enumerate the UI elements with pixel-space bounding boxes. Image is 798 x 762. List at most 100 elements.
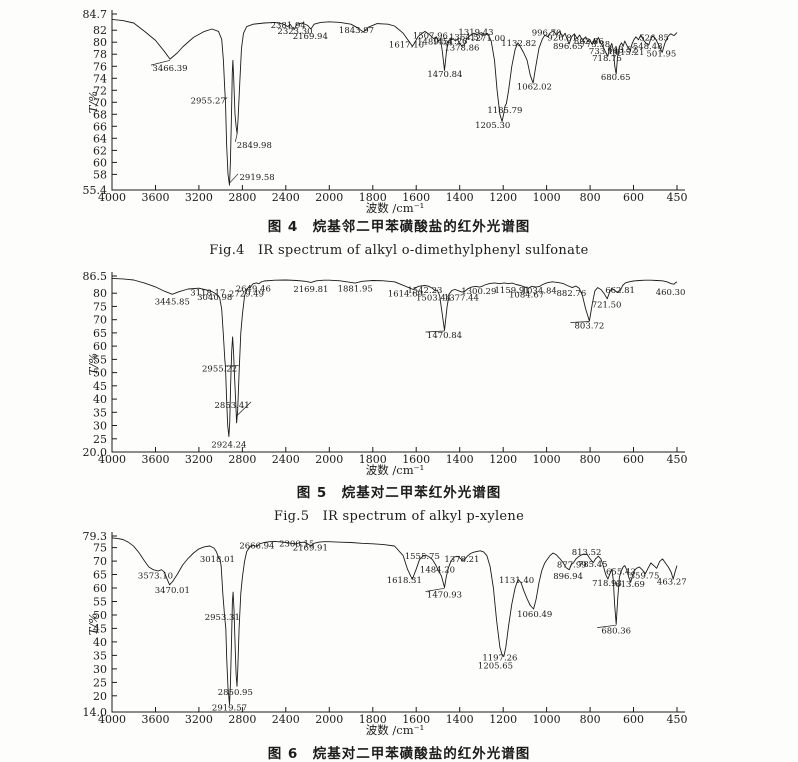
y-tick-label: 25 xyxy=(93,676,107,689)
peak-label: 1843.97 xyxy=(339,26,374,36)
x-tick-label: 3200 xyxy=(185,713,213,726)
peak-label: 2955.22 xyxy=(202,365,237,375)
y-tick-label: 80 xyxy=(93,287,107,300)
peak-label: 1555.75 xyxy=(405,552,440,562)
figure5-caption-en: Fig.5 IR spectrum of alkyl p-xylene xyxy=(0,505,798,524)
figure6-caption-cn: 图 6 烷基对二甲苯磺酸盐的红外光谱图 xyxy=(0,742,798,762)
peak-label: 2849.98 xyxy=(237,141,272,151)
y-axis-title: T/% xyxy=(86,91,100,114)
peak-label: 896.94 xyxy=(553,572,583,582)
x-tick-label: 1200 xyxy=(489,713,517,726)
peak-label: 559.75 xyxy=(630,572,660,582)
peak-label: 882.76 xyxy=(557,289,587,299)
peak-label: 662.81 xyxy=(605,286,635,296)
peak-label: 2850.95 xyxy=(218,688,253,698)
x-tick-label: 1000 xyxy=(533,713,561,726)
y-axis-title: T/% xyxy=(86,353,100,376)
y-tick-label: 60 xyxy=(93,582,107,595)
y-tick-label: 35 xyxy=(93,649,107,662)
y-tick-label: 86.5 xyxy=(83,270,108,283)
peak-label: 2169.94 xyxy=(293,32,328,42)
figure5-caption-cn: 图 5 烷基对二甲苯红外光谱图 xyxy=(0,481,798,501)
y-tick-label: 58 xyxy=(93,168,107,181)
peak-label: 803.72 xyxy=(575,322,605,332)
y-tick-label: 45 xyxy=(93,380,107,393)
y-tick-label: 70 xyxy=(93,555,107,568)
x-axis-title: 波数 /cm⁻¹ xyxy=(366,201,425,215)
x-tick-label: 4000 xyxy=(98,191,126,204)
y-tick-label: 25 xyxy=(93,433,107,446)
x-tick-label: 800 xyxy=(580,191,601,204)
peak-label: 2919.57 xyxy=(212,704,247,714)
x-tick-label: 450 xyxy=(667,191,688,204)
x-tick-label: 2400 xyxy=(272,713,300,726)
peak-label: 3040.98 xyxy=(197,293,232,303)
y-tick-label: 70 xyxy=(93,314,107,327)
x-tick-label: 600 xyxy=(623,191,644,204)
x-axis-title: 波数 /cm⁻¹ xyxy=(366,463,425,477)
y-tick-label: 40 xyxy=(93,636,107,649)
x-tick-label: 4000 xyxy=(98,453,126,466)
y-tick-label: 40 xyxy=(93,393,107,406)
peak-label: 1470.93 xyxy=(427,591,462,601)
peak-label: 1060.49 xyxy=(517,610,552,620)
peak-label: 3445.85 xyxy=(155,298,190,308)
x-tick-label: 1200 xyxy=(489,191,517,204)
x-tick-label: 2400 xyxy=(272,453,300,466)
figure4-caption-cn: 图 4 烷基邻二甲苯磺酸盐的红外光谱图 xyxy=(0,215,798,235)
x-tick-label: 600 xyxy=(623,713,644,726)
x-tick-label: 2000 xyxy=(315,713,343,726)
peak-label: 721.50 xyxy=(592,300,622,310)
y-tick-label: 84.7 xyxy=(83,8,108,21)
x-tick-label: 2800 xyxy=(228,191,256,204)
x-tick-label: 1400 xyxy=(446,453,474,466)
y-tick-label: 20 xyxy=(93,690,107,703)
x-tick-label: 1000 xyxy=(533,191,561,204)
peak-label: 460.30 xyxy=(656,288,686,298)
peak-label: 2666.94 xyxy=(239,541,274,551)
axes-lines xyxy=(112,532,685,712)
y-tick-label: 65 xyxy=(93,327,107,340)
peak-label: 2853.41 xyxy=(215,401,250,411)
peak-label: 1378.86 xyxy=(444,44,479,54)
y-tick-label: 30 xyxy=(93,663,107,676)
peak-label: 680.65 xyxy=(601,73,631,83)
peak-label: 1378.21 xyxy=(444,555,479,565)
x-tick-label: 800 xyxy=(580,713,601,726)
peak-label: 463.27 xyxy=(657,578,687,588)
x-tick-label: 1200 xyxy=(489,453,517,466)
x-tick-label: 3200 xyxy=(185,453,213,466)
peak-label: 1034.84 xyxy=(522,287,557,297)
peak-label: 1205.30 xyxy=(475,121,510,131)
peak-label: 2649.46 xyxy=(236,284,271,294)
y-tick-label: 65 xyxy=(93,569,107,582)
peak-label: 2924.24 xyxy=(211,441,246,451)
peak-label: 1470.84 xyxy=(427,70,462,80)
y-tick-label: 78 xyxy=(93,48,107,61)
x-tick-label: 1400 xyxy=(446,713,474,726)
x-tick-label: 4000 xyxy=(98,713,126,726)
x-tick-label: 1400 xyxy=(446,191,474,204)
peak-label: 3018.01 xyxy=(200,555,235,565)
peak-label: 3573.10 xyxy=(138,571,173,581)
peak-label: 1484.20 xyxy=(420,565,455,575)
x-tick-label: 2000 xyxy=(315,453,343,466)
x-tick-label: 600 xyxy=(623,453,644,466)
peak-label: 2169.81 xyxy=(293,285,328,295)
x-tick-label: 2000 xyxy=(315,191,343,204)
peak-label: 1205.65 xyxy=(478,662,513,672)
x-tick-label: 800 xyxy=(580,453,601,466)
peak-label: 2919.58 xyxy=(240,173,275,183)
y-tick-label: 75 xyxy=(93,300,107,313)
peak-label: 1132.82 xyxy=(501,39,536,49)
y-tick-label: 55 xyxy=(93,596,107,609)
peak-label: 3466.39 xyxy=(152,64,187,74)
peak-label: 813.52 xyxy=(572,548,602,558)
x-tick-label: 3600 xyxy=(142,191,170,204)
peak-label: 1300.29 xyxy=(461,287,496,297)
y-axis-title: T/% xyxy=(86,613,100,636)
